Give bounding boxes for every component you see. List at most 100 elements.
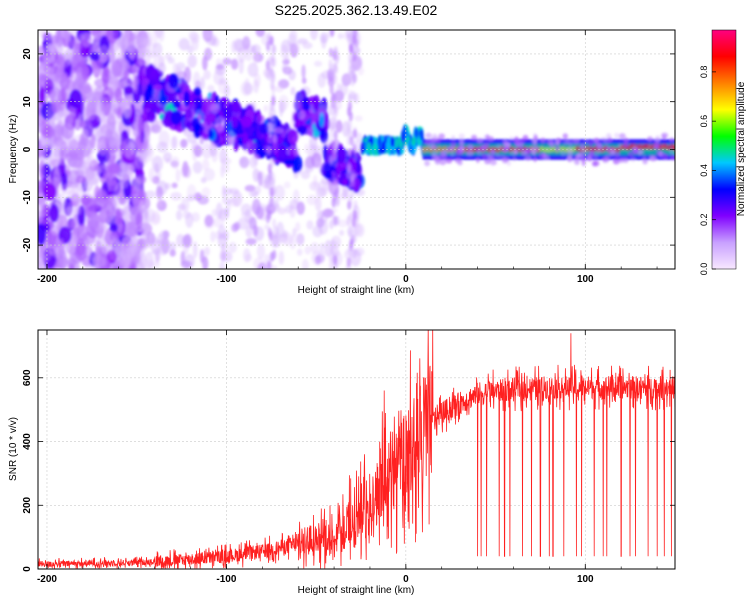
spectrogram-cell xyxy=(124,35,137,53)
spectrogram-cell xyxy=(231,101,242,113)
spectrogram-cell xyxy=(350,77,355,87)
spectrogram-cell xyxy=(333,130,338,140)
spectrogram-cell xyxy=(311,152,322,168)
spectrogram-cell xyxy=(88,156,97,166)
spectrogram-cell xyxy=(338,229,345,236)
spectrogram-cell xyxy=(157,193,162,207)
spectrogram-cell xyxy=(661,132,669,139)
spectrogram-cell xyxy=(337,219,349,228)
spectrogram-cell xyxy=(68,173,78,182)
spectrogram-cell xyxy=(476,137,484,144)
spectrogram-cell xyxy=(458,149,464,156)
spectrogram-cell xyxy=(304,245,312,255)
spectrogram-cell xyxy=(270,200,275,211)
spectrogram-cell xyxy=(38,74,50,90)
spectrogram-cell xyxy=(75,175,87,184)
spectrogram-cell xyxy=(267,260,272,269)
spectrogram-cell xyxy=(162,152,173,163)
spectrogram-cell xyxy=(352,227,358,238)
spectrogram-cell xyxy=(439,159,447,166)
spectrogram-cell xyxy=(247,62,259,78)
spectrogram-cell xyxy=(278,144,287,159)
spectrogram-cell xyxy=(346,32,351,43)
spectrogram-cell xyxy=(66,111,77,134)
spectrogram-cell xyxy=(295,222,301,232)
spectrogram-cell xyxy=(256,243,266,260)
spectrogram-cell xyxy=(589,151,595,157)
spectrogram-cell xyxy=(332,63,338,73)
spectrogram-cell xyxy=(335,92,340,103)
spectrogram-cell xyxy=(348,43,354,54)
spectrogram-cell xyxy=(593,138,599,144)
spectrogram-cell xyxy=(300,170,311,180)
spectrogram-cell xyxy=(335,215,340,226)
snr-y-tick-label: 0 xyxy=(22,566,33,572)
spectrogram-cell xyxy=(329,129,334,139)
spectrogram-cell xyxy=(512,155,517,162)
spectrogram-cell xyxy=(204,214,214,227)
spectrogram-cell xyxy=(222,251,233,263)
spectrogram-cell xyxy=(64,30,72,42)
spectrogram-cell xyxy=(214,94,220,104)
spectrogram-cell xyxy=(547,139,554,145)
spectrogram-cell xyxy=(347,164,352,175)
spectrogram-cell xyxy=(210,102,220,114)
spectrogram-cell xyxy=(247,140,257,153)
spectrogram-cell xyxy=(265,213,271,224)
spectrogram-cell xyxy=(274,184,285,201)
spectrogram-cell xyxy=(265,41,271,51)
spectrogram-cell xyxy=(248,190,259,198)
spectrogram-cell xyxy=(245,225,253,238)
spectrogram-cell xyxy=(281,64,287,73)
spectrogram-cell xyxy=(310,242,320,254)
spectrogram-cell xyxy=(169,241,177,252)
spectrogram-cell xyxy=(554,145,561,152)
spectrogram-cell xyxy=(296,233,305,247)
spectrogram-cell xyxy=(170,191,182,201)
spectrogram-cell xyxy=(301,258,309,269)
spectrogram-cell xyxy=(102,234,116,243)
spectrogram-cell xyxy=(203,47,213,61)
spectrogram-cell xyxy=(122,197,130,216)
spectrogram-cell xyxy=(121,138,135,158)
spectrogram-cell xyxy=(269,80,275,90)
spectrogram-cell xyxy=(272,225,279,239)
spectrogram-cell xyxy=(407,140,412,151)
spectrogram-cell xyxy=(647,136,653,142)
spectrogram-cell xyxy=(201,121,207,128)
spectrogram-cell xyxy=(227,102,233,119)
spectrogram-cell xyxy=(498,154,506,160)
spectrogram-cell xyxy=(278,94,289,111)
spectrogram-cell xyxy=(110,193,117,203)
spectrogram-cell xyxy=(193,86,202,97)
snr-y-ticks: 0 200 400 600 xyxy=(22,369,675,572)
spectrogram-cell xyxy=(292,227,297,237)
spectrogram-cell xyxy=(80,195,91,206)
spectrogram-cell xyxy=(575,152,581,158)
spectrogram-cell xyxy=(252,51,259,66)
spectrogram-cell xyxy=(132,185,139,208)
spectrogram-cell xyxy=(312,225,323,238)
spectrogram-cell xyxy=(263,104,269,113)
spectrogram-cell xyxy=(149,78,155,85)
spectrogram-cell xyxy=(350,170,355,180)
spectrogram-cell xyxy=(182,234,191,248)
spectrogram-cell xyxy=(342,188,350,198)
spectrogram-cell xyxy=(669,149,675,155)
spectrogram-cell xyxy=(413,128,419,138)
snr-x-tick-label: -100 xyxy=(216,574,236,585)
spectrogram-cell xyxy=(147,155,154,162)
spectrogram-cell xyxy=(427,143,435,150)
spectrogram-cell xyxy=(120,96,132,119)
spectrogram-cell xyxy=(562,139,569,146)
spectrogram-cell xyxy=(209,142,218,157)
spectrogram-cell xyxy=(310,30,318,41)
spectrogram-cell xyxy=(623,137,629,144)
snr-x-ticks: -200 -100 0 100 xyxy=(37,330,658,585)
spectrogram-cell xyxy=(118,174,129,189)
spectrogram-cell xyxy=(495,152,500,159)
spectrogram-cell xyxy=(329,219,334,230)
spectrogram-cell xyxy=(212,37,220,48)
spectrogram-cell xyxy=(144,101,154,110)
spectrogram-cell xyxy=(159,230,170,240)
